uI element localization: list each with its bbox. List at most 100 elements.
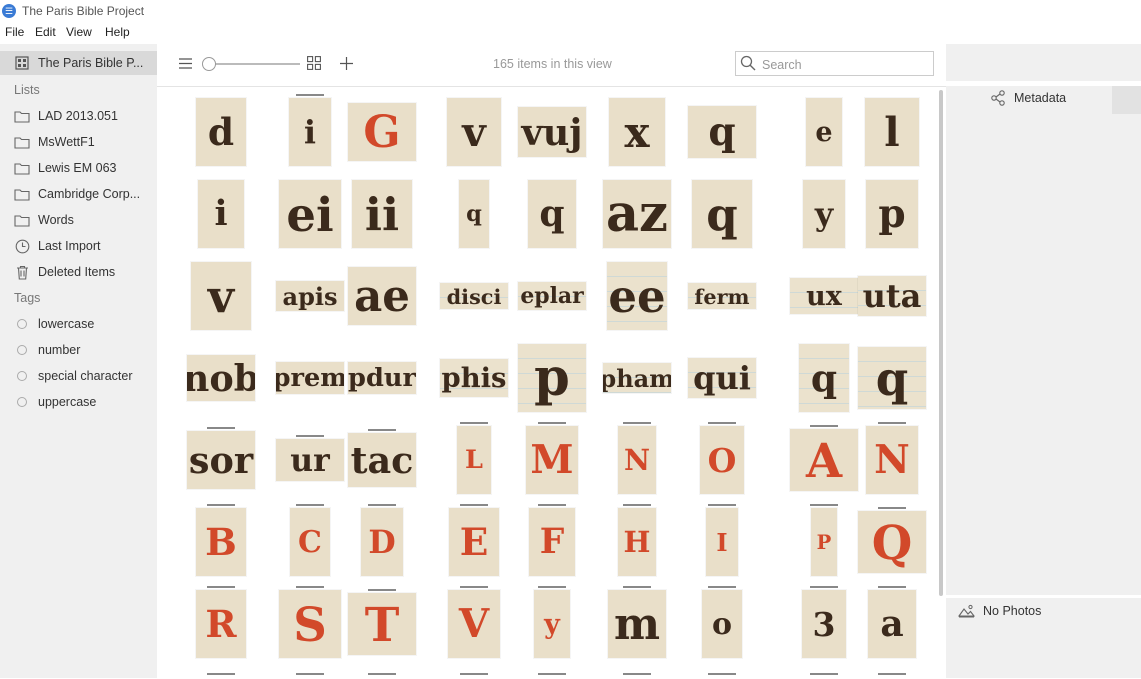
glyph-sample: q — [708, 109, 736, 155]
thumbnail[interactable]: N — [866, 426, 918, 494]
add-icon[interactable] — [340, 57, 353, 75]
thumbnail[interactable]: o — [702, 590, 742, 658]
grid-view-icon[interactable] — [307, 56, 321, 75]
thumbnail[interactable]: x — [609, 98, 665, 166]
thumbnail[interactable]: pham — [603, 363, 671, 393]
glyph-sample: x — [624, 107, 650, 157]
list-view-icon[interactable] — [178, 57, 193, 75]
thumbnail[interactable]: q — [799, 344, 849, 412]
thumbnail[interactable]: B — [196, 508, 246, 576]
thumbnail[interactable]: vuj — [518, 107, 586, 157]
thumbnail[interactable]: F — [529, 508, 575, 576]
thumbnail[interactable]: eplar — [518, 282, 586, 310]
thumbnail[interactable]: q — [688, 106, 756, 158]
thumbnail[interactable]: y — [534, 590, 570, 658]
thumbnail[interactable]: q — [459, 180, 489, 248]
zoom-slider-handle[interactable] — [202, 57, 216, 71]
glyph-sample: q — [466, 201, 482, 227]
search-input[interactable] — [760, 52, 934, 77]
sidebar-item-list[interactable]: LAD 2013.051 — [0, 104, 157, 128]
thumbnail[interactable]: ee — [607, 262, 667, 330]
glyph-sample: tac — [350, 438, 414, 482]
thumbnail[interactable]: S — [279, 590, 341, 658]
thumbnail[interactable]: prem — [276, 362, 344, 394]
thumbnail[interactable]: ei — [279, 180, 341, 248]
thumbnail[interactable]: M — [526, 426, 578, 494]
scrollbar[interactable] — [939, 90, 943, 596]
thumbnail[interactable]: ur — [276, 439, 344, 481]
sidebar-item-label: Lewis EM 063 — [38, 161, 117, 175]
thumbnail[interactable]: nob — [187, 355, 255, 401]
thumbnail[interactable]: tac — [348, 433, 416, 487]
thumbnail[interactable]: C — [290, 508, 330, 576]
metadata-tab-handle[interactable] — [1112, 86, 1141, 114]
thumbnail[interactable]: G — [348, 103, 416, 161]
thumbnail[interactable]: q — [858, 347, 926, 409]
thumbnail[interactable]: l — [865, 98, 919, 166]
search-box[interactable] — [735, 51, 934, 77]
thumbnail[interactable]: q — [692, 180, 752, 248]
thumbnail[interactable]: E — [449, 508, 499, 576]
thumbnail[interactable]: d — [196, 98, 246, 166]
thumbnail[interactable]: p — [518, 344, 586, 412]
thumbnail[interactable]: v — [191, 262, 251, 330]
sidebar-item-tag[interactable]: uppercase — [0, 390, 157, 414]
thumbnail[interactable]: Q — [858, 511, 926, 573]
thumbnail[interactable]: az — [603, 180, 671, 248]
thumbnail[interactable]: i — [289, 98, 331, 166]
sidebar-item-list[interactable]: Words — [0, 208, 157, 232]
thumbnail[interactable]: L — [457, 426, 491, 494]
menu-file[interactable]: File — [5, 25, 25, 39]
thumbnail[interactable]: V — [448, 590, 500, 658]
sidebar-item-library[interactable]: The Paris Bible P... — [0, 51, 157, 75]
thumbnail[interactable]: q — [528, 180, 576, 248]
glyph-sample: q — [539, 193, 565, 235]
sidebar-item-list[interactable]: MsWettF1 — [0, 130, 157, 154]
thumbnail[interactable]: D — [361, 508, 403, 576]
sidebar-item-list[interactable]: Cambridge Corp... — [0, 182, 157, 206]
menu-view[interactable]: View — [66, 25, 92, 39]
thumbnail[interactable]: ferm — [688, 283, 756, 309]
metadata-button[interactable]: Metadata — [990, 90, 1066, 106]
zoom-slider-track[interactable] — [205, 63, 300, 65]
thumbnail[interactable]: uta — [858, 276, 926, 316]
thumbnail[interactable]: y — [803, 180, 845, 248]
thumbnail[interactable]: disci — [440, 283, 508, 309]
thumbnail[interactable]: I — [706, 508, 738, 576]
sidebar-item-last-import[interactable]: Last Import — [0, 234, 157, 258]
thumbnail[interactable]: N — [618, 426, 656, 494]
sidebar-item-tag[interactable]: special character — [0, 364, 157, 388]
glyph-sample: pdur — [348, 363, 416, 393]
thumbnail[interactable]: sor — [187, 431, 255, 489]
thumbnail[interactable]: v — [447, 98, 501, 166]
thumbnail[interactable]: pdur — [348, 362, 416, 394]
thumbnail[interactable]: T — [348, 593, 416, 655]
thumbnail[interactable]: qui — [688, 358, 756, 398]
menu-edit[interactable]: Edit — [35, 25, 56, 39]
sidebar-item-label: LAD 2013.051 — [38, 109, 118, 123]
glyph-sample: ii — [364, 187, 400, 241]
thumbnail[interactable]: m — [608, 590, 666, 658]
glyph-sample: m — [613, 598, 661, 650]
thumbnail[interactable]: phis — [440, 359, 508, 397]
thumbnail[interactable]: A — [790, 429, 858, 491]
thumbnail[interactable]: 3 — [802, 590, 846, 658]
thumbnail[interactable]: O — [700, 426, 744, 494]
thumbnail[interactable]: H — [618, 508, 656, 576]
thumbnail[interactable]: R — [196, 590, 246, 658]
menu-help[interactable]: Help — [105, 25, 130, 39]
thumbnail[interactable]: ii — [352, 180, 412, 248]
sidebar-item-tag[interactable]: number — [0, 338, 157, 362]
sidebar-item-deleted[interactable]: Deleted Items — [0, 260, 157, 284]
thumbnail[interactable]: i — [198, 180, 244, 248]
sidebar-item-tag[interactable]: lowercase — [0, 312, 157, 336]
thumbnail[interactable]: apis — [276, 281, 344, 311]
thumbnail[interactable]: ux — [790, 278, 858, 314]
sidebar-item-list[interactable]: Lewis EM 063 — [0, 156, 157, 180]
thumbnail[interactable]: a — [868, 590, 916, 658]
thumbnail[interactable]: ae — [348, 267, 416, 325]
thumbnail[interactable]: p — [866, 180, 918, 248]
lists-heading: Lists — [14, 83, 40, 97]
thumbnail[interactable]: P — [811, 508, 837, 576]
thumbnail[interactable]: e — [806, 98, 842, 166]
